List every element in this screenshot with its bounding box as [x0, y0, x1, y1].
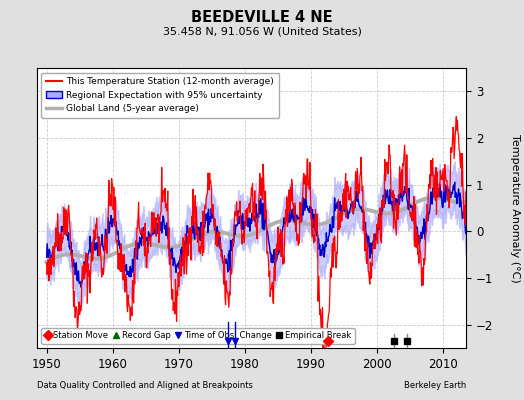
Text: Data Quality Controlled and Aligned at Breakpoints: Data Quality Controlled and Aligned at B…	[37, 381, 253, 390]
Legend: Station Move, Record Gap, Time of Obs. Change, Empirical Break: Station Move, Record Gap, Time of Obs. C…	[41, 328, 355, 344]
Text: Berkeley Earth: Berkeley Earth	[404, 381, 466, 390]
Y-axis label: Temperature Anomaly (°C): Temperature Anomaly (°C)	[510, 134, 520, 282]
Text: 35.458 N, 91.056 W (United States): 35.458 N, 91.056 W (United States)	[162, 26, 362, 36]
Text: BEEDEVILLE 4 NE: BEEDEVILLE 4 NE	[191, 10, 333, 25]
